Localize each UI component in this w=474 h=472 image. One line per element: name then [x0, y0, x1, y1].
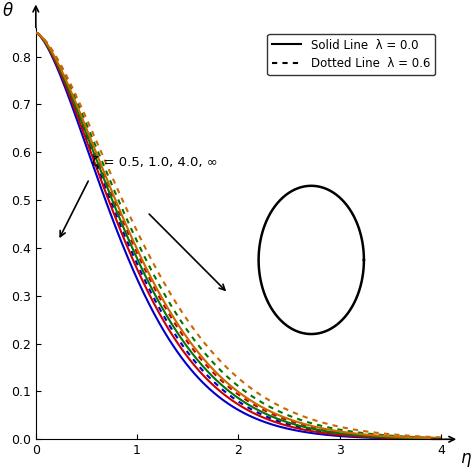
Ellipse shape	[259, 186, 364, 334]
Text: $\theta$: $\theta$	[1, 2, 13, 20]
Text: $\eta$: $\eta$	[460, 451, 472, 469]
Legend: Solid Line  λ = 0.0, Dotted Line  λ = 0.6: Solid Line λ = 0.0, Dotted Line λ = 0.6	[267, 34, 435, 75]
Text: ζ = 0.5, 1.0, 4.0, ∞: ζ = 0.5, 1.0, 4.0, ∞	[91, 156, 217, 169]
